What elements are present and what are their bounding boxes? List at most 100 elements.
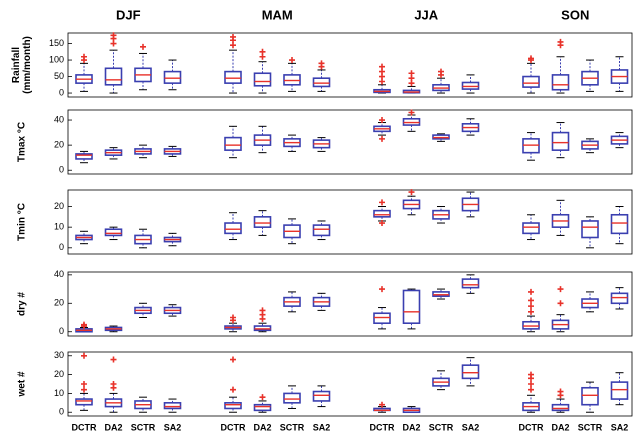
x-tick-label: DCTR [221, 422, 246, 432]
outlier [557, 38, 564, 45]
x-tick-label: DA2 [402, 422, 420, 432]
box [253, 72, 272, 87]
x-tick-label: SCTR [429, 422, 454, 432]
outlier [528, 308, 534, 315]
outlier [230, 386, 236, 393]
outlier [230, 33, 236, 40]
outlier [379, 135, 385, 142]
y-tick-label: 20 [54, 369, 64, 379]
x-tick-label: DCTR [519, 422, 544, 432]
y-axis-label: dry # [17, 292, 28, 316]
box [283, 392, 301, 404]
outlier [528, 288, 534, 295]
outlier [528, 381, 534, 387]
outlier [408, 189, 415, 196]
x-tick-label: DA2 [104, 422, 122, 432]
y-axis-label: (mm/month) [22, 36, 33, 94]
outlier [379, 286, 385, 293]
y-tick-label: 0 [59, 326, 64, 336]
y-tick-label: 30 [54, 350, 64, 360]
outlier [140, 43, 146, 50]
box [312, 390, 331, 402]
outlier [230, 356, 236, 363]
y-tick-label: 20 [54, 140, 64, 150]
box [610, 292, 629, 305]
box [253, 403, 272, 412]
box [461, 278, 480, 289]
outlier [81, 53, 87, 60]
y-tick-label: 40 [54, 269, 64, 279]
outlier [259, 48, 266, 55]
x-tick-label: SA2 [313, 422, 331, 432]
outlier [289, 57, 295, 64]
x-tick-label: DCTR [72, 422, 97, 432]
outlier [557, 388, 564, 395]
outlier [259, 394, 266, 401]
panel-frame [67, 189, 633, 255]
box [610, 213, 629, 235]
outlier [379, 220, 385, 227]
box [373, 312, 391, 325]
box [610, 381, 629, 400]
y-axis-label: wet # [17, 371, 28, 397]
panel-frame [67, 271, 633, 337]
outlier [557, 286, 564, 293]
x-tick-label: SA2 [462, 422, 480, 432]
outlier [528, 303, 534, 310]
season-title: DJF [116, 7, 141, 22]
outlier [379, 401, 385, 408]
x-tick-label: SCTR [578, 422, 603, 432]
x-tick-label: SA2 [164, 422, 182, 432]
y-tick-label: 100 [49, 54, 64, 64]
y-axis-label: Rainfall [11, 47, 22, 83]
outlier [528, 386, 534, 393]
y-axis-label: Tmax °C [17, 122, 28, 162]
box [312, 77, 331, 88]
outlier [110, 356, 117, 363]
box [253, 216, 272, 228]
box [581, 220, 599, 239]
y-tick-label: 20 [54, 201, 64, 211]
box [75, 398, 93, 406]
outlier [528, 297, 534, 304]
outlier [408, 70, 415, 77]
y-tick-label: 0 [59, 242, 64, 252]
box [104, 67, 123, 86]
outlier [81, 352, 87, 359]
y-tick-label: 10 [54, 388, 64, 398]
outlier [81, 321, 87, 328]
y-tick-label: 0 [59, 87, 64, 97]
box [373, 209, 391, 218]
box [312, 224, 331, 237]
season-title: SON [561, 7, 589, 22]
box [104, 228, 123, 237]
y-tick-label: 20 [54, 298, 64, 308]
box [461, 364, 480, 380]
outlier [528, 55, 534, 62]
outlier [379, 63, 385, 70]
box [551, 403, 570, 412]
outlier [110, 32, 117, 39]
season-title: JJA [414, 7, 438, 22]
box [224, 136, 242, 151]
x-tick-label: SCTR [131, 422, 156, 432]
x-tick-label: SA2 [611, 422, 629, 432]
outlier [379, 117, 385, 124]
outlier [528, 371, 534, 378]
box [522, 222, 540, 235]
box [75, 153, 93, 160]
panel-frame [67, 109, 633, 175]
box [522, 320, 540, 330]
y-tick-label: 0 [59, 165, 64, 175]
box [432, 291, 450, 297]
season-title: MAM [262, 7, 293, 22]
outlier [438, 68, 444, 75]
panel-frame [67, 351, 633, 417]
box [224, 70, 242, 84]
box [163, 70, 182, 84]
box [551, 74, 570, 91]
x-tick-label: DCTR [370, 422, 395, 432]
box [402, 289, 421, 325]
box [224, 222, 242, 235]
